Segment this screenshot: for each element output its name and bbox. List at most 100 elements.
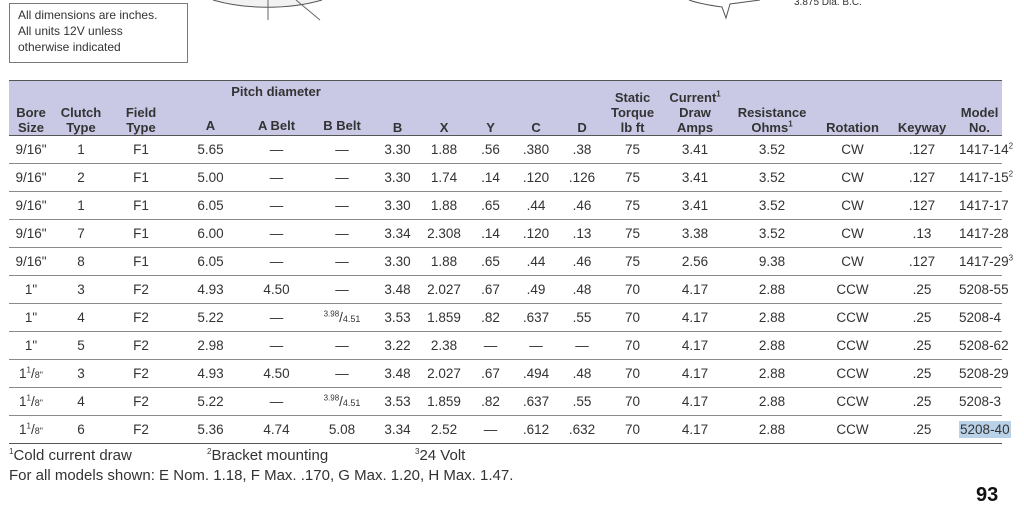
cell-a: 5.22 [173, 303, 248, 332]
cell-clutch-type: 1 [53, 135, 109, 164]
cell-d: .48 [563, 275, 602, 304]
table-row: 11/8" 3 F2 4.93 4.50—3.48 2.027.67.494.48 70 4.… [9, 359, 1009, 388]
cell-a-belt: — [248, 163, 305, 192]
cell-resistance: 2.88 [726, 359, 819, 388]
cell-x: 1.74 [416, 163, 473, 192]
cell-rotation: CCW [818, 331, 888, 360]
cell-rotation: CCW [818, 275, 888, 304]
cell-model-no: 5208-3 [957, 387, 1003, 416]
cell-resistance: 2.88 [726, 303, 819, 332]
cell-resistance: 2.88 [726, 415, 819, 444]
note-line: All dimensions are inches. [18, 8, 158, 22]
cell-d: .13 [563, 219, 602, 248]
cell-torque: 70 [601, 359, 665, 388]
cell-keyway: .25 [887, 331, 958, 360]
cell-current: 4.17 [664, 359, 727, 388]
cell-clutch-type: 5 [53, 331, 109, 360]
table-row: 11/8" 6 F2 5.36 4.74 5.08 3.34 2.52— .612.632 70 4… [9, 415, 1011, 444]
header-static-torque: Static Torque lb ft [601, 80, 665, 136]
cell-a-belt: 4.50 [248, 275, 305, 304]
cell-a-belt: — [248, 219, 305, 248]
cell-b-belt: — [305, 247, 380, 276]
cell-d: .48 [563, 359, 602, 388]
cell-current: 3.41 [664, 163, 727, 192]
cell-field-type: F1 [109, 219, 173, 248]
cell-y: .14 [472, 163, 510, 192]
cell-clutch-type: 4 [53, 303, 109, 332]
cell-d: .46 [563, 191, 602, 220]
cell-clutch-type: 8 [53, 247, 109, 276]
table-row: 9/16" 1 F1 6.05— —3.30 1.88.65.44.46 75 3.41 3.5… [9, 191, 1009, 220]
cell-x: 2.027 [416, 359, 473, 388]
cell-field-type: F1 [109, 163, 173, 192]
cell-resistance: 3.52 [726, 135, 819, 164]
header-y: Y [472, 80, 510, 136]
cell-d: .55 [563, 387, 602, 416]
cell-current: 3.41 [664, 135, 727, 164]
footnote-1: 1Cold current draw [9, 447, 132, 464]
cell-rotation: CCW [818, 415, 888, 444]
cell-x: 1.859 [416, 387, 473, 416]
cell-field-type: F2 [109, 331, 173, 360]
cell-bore-size: 1" [9, 275, 53, 304]
cell-b: 3.53 [379, 387, 417, 416]
cell-clutch-type: 3 [53, 275, 109, 304]
header-model-no: Model No. [957, 80, 1003, 136]
cell-a: 2.98 [173, 331, 248, 360]
cell-a: 6.00 [173, 219, 248, 248]
header-field-type: Field Type [109, 80, 173, 136]
cell-resistance: 9.38 [726, 247, 819, 276]
cell-model-no: 5208-29 [957, 359, 1009, 388]
cell-clutch-type: 1 [53, 191, 109, 220]
cell-current: 4.17 [664, 275, 727, 304]
cell-b: 3.34 [379, 415, 417, 444]
cell-torque: 75 [601, 247, 665, 276]
cell-c: .120 [509, 219, 564, 248]
cell-bore-size: 9/16" [9, 135, 53, 164]
cell-keyway: .25 [887, 275, 958, 304]
cell-keyway: .127 [887, 163, 958, 192]
cell-a-belt: 4.74 [248, 415, 305, 444]
cell-rotation: CCW [818, 359, 888, 388]
header-c: C [509, 80, 564, 136]
cell-y: — [472, 415, 510, 444]
cell-resistance: 2.88 [726, 331, 819, 360]
cell-model-no: 5208-62 [957, 331, 1009, 360]
cell-model-no: 1417-17 [957, 191, 1009, 220]
cell-resistance: 2.88 [726, 275, 819, 304]
cell-x: 2.38 [416, 331, 473, 360]
cell-b-belt: 3.98/4.51 [305, 387, 380, 416]
cell-keyway: .25 [887, 303, 958, 332]
cell-torque: 75 [601, 135, 665, 164]
cell-torque: 70 [601, 387, 665, 416]
cell-y: .82 [472, 303, 510, 332]
cell-bore-size: 1" [9, 303, 53, 332]
cell-y: .56 [472, 135, 510, 164]
cell-rotation: CW [818, 135, 888, 164]
cell-b-belt: — [305, 331, 380, 360]
cell-b-belt: 3.98/4.51 [305, 303, 380, 332]
cell-a: 5.00 [173, 163, 248, 192]
cell-rotation: CW [818, 191, 888, 220]
cell-current: 3.38 [664, 219, 727, 248]
header-a: A [173, 103, 248, 136]
cell-y: .65 [472, 191, 510, 220]
cell-torque: 70 [601, 275, 665, 304]
cell-y: .67 [472, 275, 510, 304]
cell-torque: 70 [601, 331, 665, 360]
footnotes: 1Cold current draw 2Bracket mounting 324 V… [9, 446, 513, 486]
cell-d: .126 [563, 163, 602, 192]
table-row: 9/16" 8 F1 6.05— —3.30 1.88.65.44.46 75 2.56 9.3… [9, 247, 1013, 276]
cell-resistance: 3.52 [726, 219, 819, 248]
cell-clutch-type: 6 [53, 415, 109, 444]
cell-b-belt: 5.08 [305, 415, 380, 444]
cell-current: 4.17 [664, 415, 727, 444]
cell-keyway: .127 [887, 191, 958, 220]
cell-a-belt: — [248, 191, 305, 220]
cell-c: .120 [509, 163, 564, 192]
cell-d: .55 [563, 303, 602, 332]
cell-torque: 70 [601, 303, 665, 332]
cell-bore-size: 9/16" [9, 163, 53, 192]
cell-a: 4.93 [173, 275, 248, 304]
cell-c: .380 [509, 135, 564, 164]
